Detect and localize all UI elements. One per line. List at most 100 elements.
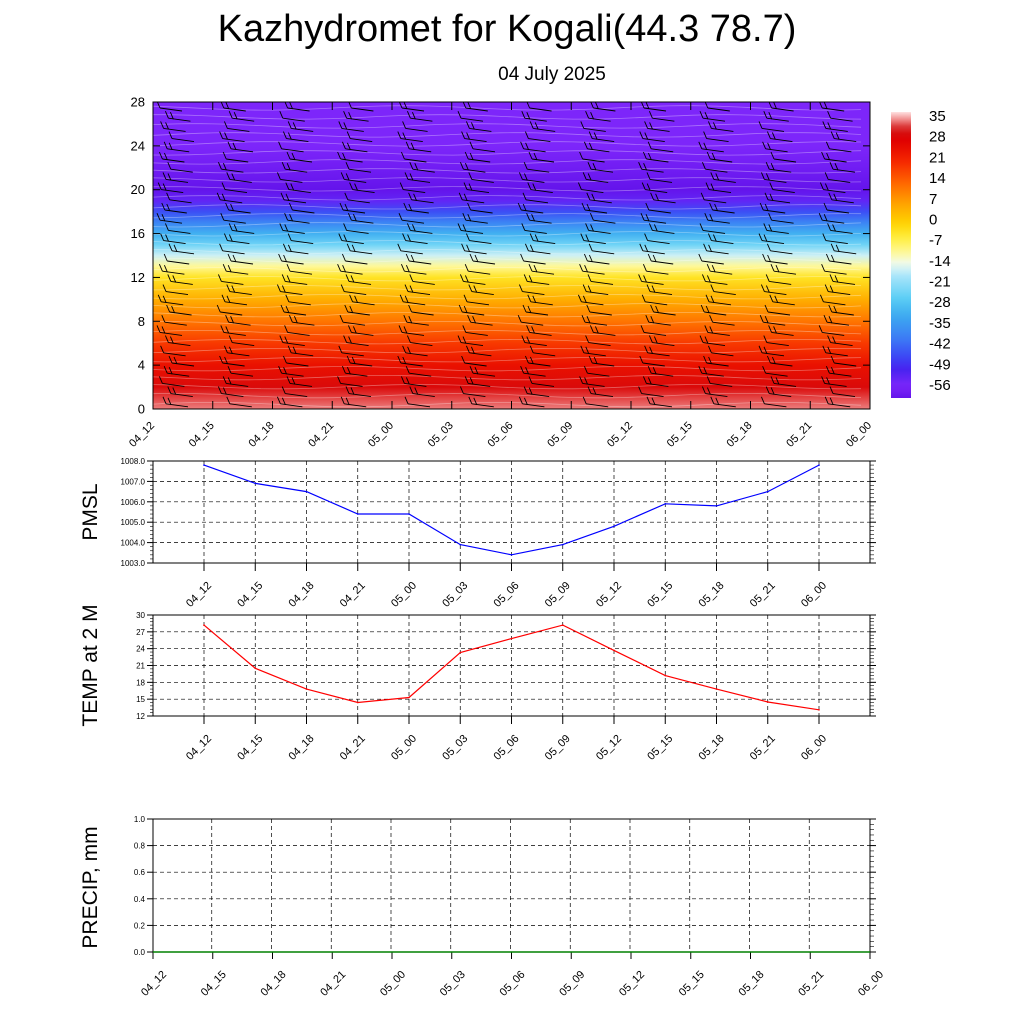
wind-barb-flag xyxy=(583,141,588,149)
wind-barb-flag xyxy=(703,131,708,139)
wind-barb xyxy=(761,240,785,245)
wind-barb xyxy=(524,342,547,347)
wind-barb-flag xyxy=(580,345,585,353)
x-tick-label: 05_03 xyxy=(438,969,468,999)
wind-barb-flag xyxy=(646,284,651,292)
contour-line xyxy=(153,267,862,273)
wind-barb-flag xyxy=(760,172,765,180)
y-tick-label: 1008.0 xyxy=(121,457,146,466)
wind-barb xyxy=(704,199,727,204)
x-tick-label: 05_12 xyxy=(617,969,647,999)
wind-barb-flag xyxy=(405,141,410,149)
wind-barb xyxy=(410,229,433,234)
wind-barb-flag xyxy=(227,265,232,273)
wind-barb-flag xyxy=(517,315,522,323)
wind-barb-flag xyxy=(773,326,778,334)
wind-barb xyxy=(522,291,545,296)
x-tick-label: 05_18 xyxy=(737,969,767,999)
wind-barb xyxy=(590,280,614,285)
wind-barb-flag xyxy=(351,244,356,252)
wind-barb-flag xyxy=(405,265,410,273)
wind-barb-flag xyxy=(774,295,779,303)
wind-barb-flag xyxy=(457,111,462,119)
wind-barb xyxy=(590,393,614,398)
wind-barb xyxy=(406,321,429,326)
wind-barb-flag xyxy=(346,131,351,139)
wind-barb xyxy=(593,219,616,224)
wind-barb-flag xyxy=(349,294,354,302)
wind-barb-flag xyxy=(157,294,162,302)
wind-barb-flag xyxy=(461,355,466,364)
wind-barb-flag xyxy=(403,326,408,334)
wind-barb xyxy=(350,250,373,255)
wind-barb-flag xyxy=(764,316,769,324)
panel-frame xyxy=(152,614,871,717)
y-tick-label: 1007.0 xyxy=(121,477,146,486)
wind-barb-flag xyxy=(770,376,775,384)
wind-barb xyxy=(341,127,364,132)
wind-barb-flag xyxy=(344,192,349,200)
wind-barb-flag xyxy=(398,325,403,333)
wind-barb xyxy=(466,189,490,194)
wind-barb-flag xyxy=(345,274,350,282)
wind-barb xyxy=(230,260,254,265)
wind-barb-flag xyxy=(217,386,222,394)
data-point xyxy=(510,637,513,640)
wind-barb xyxy=(282,117,305,122)
contour-line xyxy=(153,294,862,300)
wind-barb xyxy=(462,199,485,204)
wind-barb-flag xyxy=(223,121,228,129)
wind-barb-flag xyxy=(402,233,407,241)
wind-barb-flag xyxy=(219,131,224,139)
wind-barb xyxy=(170,393,193,398)
wind-barb xyxy=(405,352,428,357)
wind-barb-flag xyxy=(289,102,294,110)
data-point xyxy=(664,674,667,677)
wind-barb-flag xyxy=(351,356,356,365)
wind-barb-flag xyxy=(406,335,411,343)
wind-barb xyxy=(641,168,664,173)
wind-barb xyxy=(350,138,373,143)
wind-barb-flag xyxy=(464,275,469,283)
wind-barb-flag xyxy=(644,345,649,353)
wind-barb-flag xyxy=(462,224,467,232)
wind-barb-flag xyxy=(286,376,291,384)
wind-barb xyxy=(230,372,254,377)
wind-barb xyxy=(409,148,432,153)
wind-barb xyxy=(348,393,372,398)
wind-barb xyxy=(292,209,315,214)
wind-barb-flag xyxy=(833,305,838,314)
wind-barb-flag xyxy=(173,244,178,252)
wind-barb-flag xyxy=(821,264,826,272)
wind-barb-flag xyxy=(403,315,408,323)
wind-barb xyxy=(593,331,616,336)
wind-barb xyxy=(170,280,193,285)
colorbar-label: -7 xyxy=(929,232,942,249)
wind-barb-flag xyxy=(469,366,474,374)
wind-barb xyxy=(404,158,427,163)
wind-barb-flag xyxy=(822,233,827,241)
wind-barb-flag xyxy=(285,294,290,302)
wind-barb-flag xyxy=(707,233,712,241)
wind-barb-flag xyxy=(463,305,468,314)
x-tick-label: 04_18 xyxy=(247,420,277,450)
data-point xyxy=(561,543,564,546)
wind-barb xyxy=(586,178,609,183)
wind-barb-flag xyxy=(403,102,408,110)
wind-barb-flag xyxy=(464,376,469,384)
wind-barb-flag xyxy=(520,253,525,262)
wind-barb-flag xyxy=(710,172,715,180)
wind-barb-flag xyxy=(228,111,233,119)
x-tick-label: 05_09 xyxy=(543,580,573,610)
wind-barb-flag xyxy=(228,234,233,242)
wind-barb xyxy=(229,291,252,296)
x-tick-label: 05_15 xyxy=(665,420,695,450)
y-tick-label: 28 xyxy=(131,95,145,110)
x-tick-label: 05_06 xyxy=(492,733,522,763)
wind-barb-flag xyxy=(462,325,467,333)
wind-barb-flag xyxy=(224,132,229,140)
x-tick-label: 04_18 xyxy=(287,580,317,610)
wind-barb-flag xyxy=(643,163,648,171)
wind-barb xyxy=(711,240,734,245)
wind-barb xyxy=(592,362,615,367)
